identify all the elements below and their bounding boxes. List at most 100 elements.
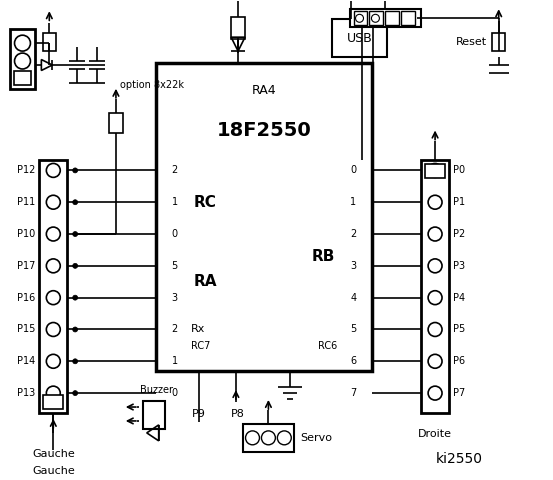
Circle shape bbox=[428, 291, 442, 305]
Circle shape bbox=[428, 227, 442, 241]
Bar bbox=[43, 395, 63, 409]
Text: P5: P5 bbox=[453, 324, 465, 335]
Circle shape bbox=[46, 195, 60, 209]
Circle shape bbox=[46, 291, 60, 305]
Bar bbox=[13, 71, 32, 85]
Circle shape bbox=[428, 164, 442, 178]
Circle shape bbox=[428, 354, 442, 368]
Text: 2: 2 bbox=[171, 166, 178, 175]
Text: P9: P9 bbox=[192, 409, 206, 419]
Text: 1: 1 bbox=[351, 197, 357, 207]
Text: P2: P2 bbox=[453, 229, 465, 239]
Bar bbox=[492, 33, 505, 51]
Text: Gauche: Gauche bbox=[32, 466, 75, 476]
Text: Gauche: Gauche bbox=[32, 449, 75, 459]
Text: 1: 1 bbox=[171, 356, 178, 366]
Text: Rx: Rx bbox=[190, 324, 205, 335]
Circle shape bbox=[72, 359, 77, 364]
Text: P3: P3 bbox=[453, 261, 465, 271]
Text: option 8x22k: option 8x22k bbox=[120, 80, 184, 90]
Text: 6: 6 bbox=[351, 356, 357, 366]
Text: 2: 2 bbox=[350, 229, 357, 239]
Circle shape bbox=[72, 327, 77, 332]
Text: 3: 3 bbox=[351, 261, 357, 271]
Bar bbox=[353, 12, 368, 25]
Circle shape bbox=[14, 35, 30, 51]
Text: 7: 7 bbox=[350, 388, 357, 398]
Text: RA4: RA4 bbox=[252, 84, 276, 97]
Text: 2: 2 bbox=[171, 324, 178, 335]
Bar bbox=[369, 12, 383, 25]
Text: P4: P4 bbox=[453, 293, 465, 303]
Circle shape bbox=[46, 164, 60, 178]
Text: P8: P8 bbox=[231, 409, 245, 419]
Text: RB: RB bbox=[311, 250, 335, 264]
Text: Servo: Servo bbox=[300, 433, 332, 443]
Text: P6: P6 bbox=[453, 356, 465, 366]
Circle shape bbox=[72, 391, 77, 396]
Text: P10: P10 bbox=[17, 229, 35, 239]
Text: P0: P0 bbox=[453, 166, 465, 175]
Circle shape bbox=[46, 227, 60, 241]
Bar bbox=[9, 29, 35, 89]
Bar bbox=[109, 113, 123, 132]
Circle shape bbox=[262, 431, 275, 445]
Circle shape bbox=[372, 14, 379, 22]
Bar bbox=[425, 165, 445, 179]
Bar bbox=[143, 401, 165, 429]
Circle shape bbox=[46, 386, 60, 400]
Text: RC: RC bbox=[194, 195, 216, 210]
Text: 5: 5 bbox=[171, 261, 178, 271]
Text: 4: 4 bbox=[351, 293, 357, 303]
Text: USB: USB bbox=[347, 32, 372, 45]
Text: P14: P14 bbox=[17, 356, 35, 366]
Circle shape bbox=[46, 259, 60, 273]
Text: Buzzer: Buzzer bbox=[140, 385, 173, 395]
Circle shape bbox=[356, 14, 363, 22]
Bar bbox=[43, 33, 56, 51]
Circle shape bbox=[278, 431, 291, 445]
Text: P7: P7 bbox=[453, 388, 465, 398]
Text: 0: 0 bbox=[171, 388, 178, 398]
Circle shape bbox=[72, 231, 77, 237]
Text: P17: P17 bbox=[17, 261, 35, 271]
Text: 0: 0 bbox=[351, 166, 357, 175]
Circle shape bbox=[428, 259, 442, 273]
Text: P13: P13 bbox=[17, 388, 35, 398]
Bar bbox=[39, 160, 67, 413]
Circle shape bbox=[428, 323, 442, 336]
Text: Reset: Reset bbox=[456, 37, 487, 47]
Circle shape bbox=[72, 295, 77, 300]
Text: P16: P16 bbox=[17, 293, 35, 303]
Text: P1: P1 bbox=[453, 197, 465, 207]
Text: P11: P11 bbox=[17, 197, 35, 207]
Bar bbox=[385, 12, 399, 25]
Circle shape bbox=[72, 168, 77, 173]
Circle shape bbox=[246, 431, 259, 445]
Text: Droite: Droite bbox=[418, 429, 452, 439]
Text: P15: P15 bbox=[17, 324, 35, 335]
Circle shape bbox=[428, 195, 442, 209]
Circle shape bbox=[428, 386, 442, 400]
Bar bbox=[231, 17, 245, 39]
Text: 5: 5 bbox=[350, 324, 357, 335]
Circle shape bbox=[14, 53, 30, 69]
Circle shape bbox=[46, 323, 60, 336]
Circle shape bbox=[46, 354, 60, 368]
Text: 0: 0 bbox=[171, 229, 178, 239]
Text: RC7: RC7 bbox=[190, 341, 210, 351]
Text: 3: 3 bbox=[171, 293, 178, 303]
Text: ki2550: ki2550 bbox=[435, 452, 482, 466]
Bar bbox=[401, 12, 415, 25]
Text: RC6: RC6 bbox=[319, 341, 338, 351]
Text: 1: 1 bbox=[171, 197, 178, 207]
Bar bbox=[421, 160, 449, 413]
Text: P12: P12 bbox=[17, 166, 35, 175]
Bar bbox=[243, 424, 294, 452]
Text: RA: RA bbox=[194, 274, 217, 289]
Bar bbox=[349, 9, 421, 27]
Bar bbox=[156, 63, 372, 371]
Circle shape bbox=[72, 264, 77, 268]
Text: 18F2550: 18F2550 bbox=[217, 121, 311, 140]
Bar bbox=[332, 19, 387, 57]
